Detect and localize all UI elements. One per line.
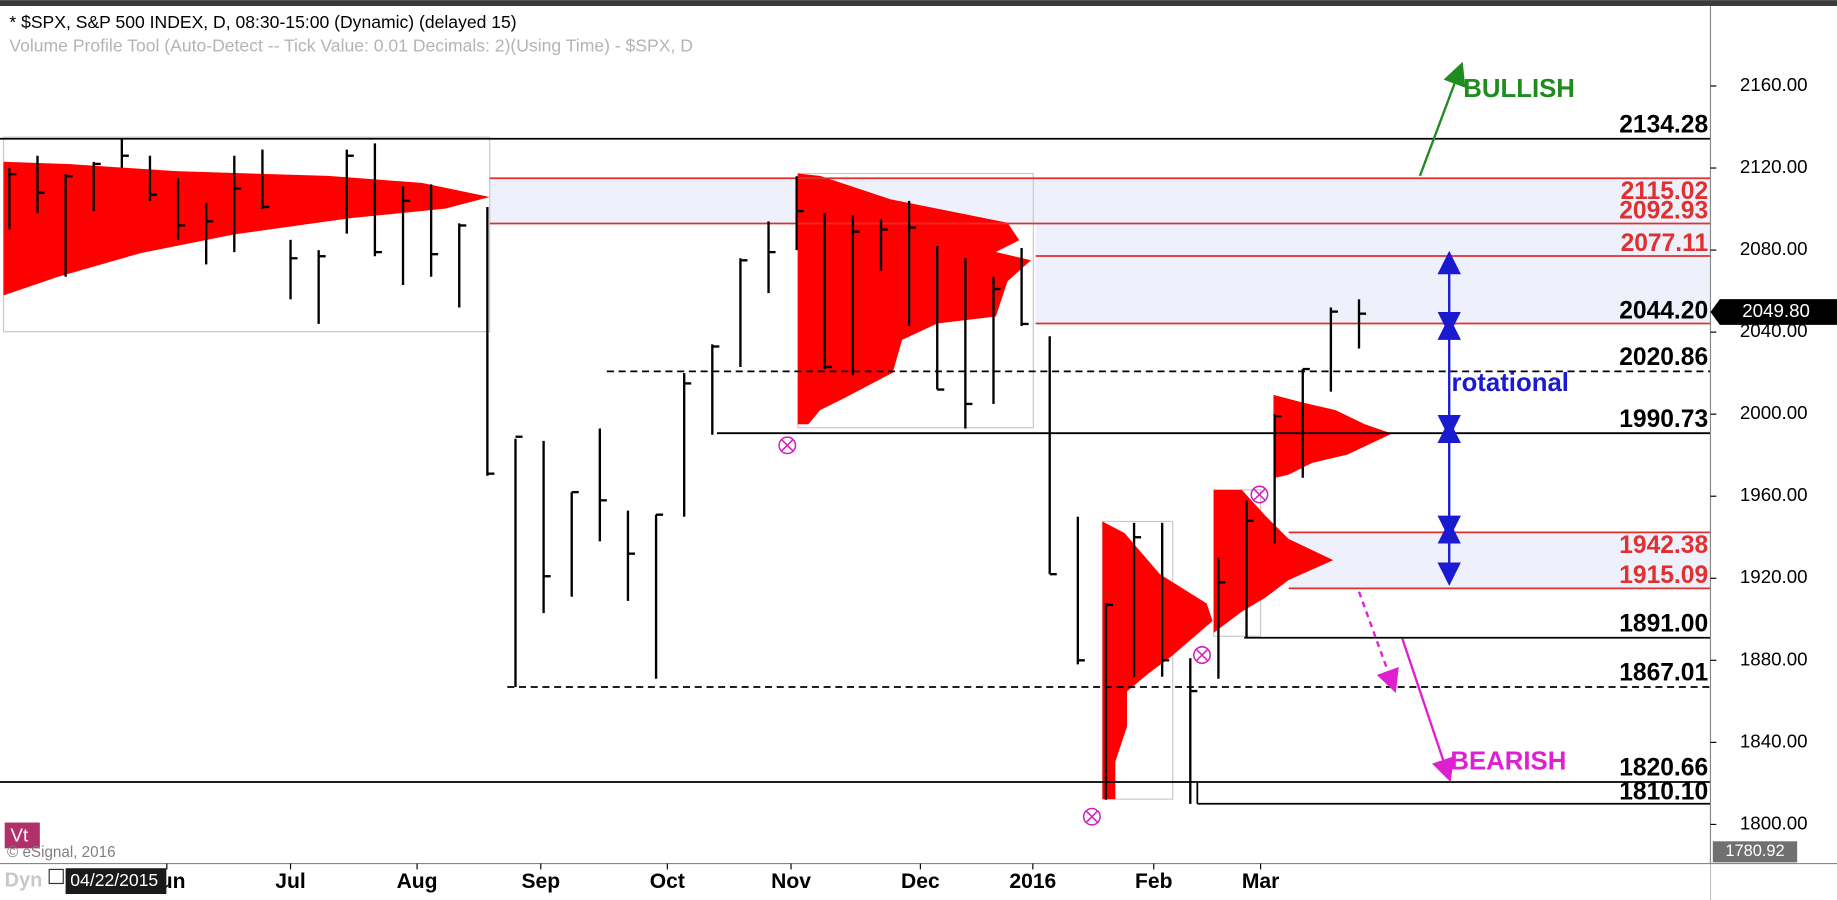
level-label: 2134.28 [1619,111,1708,138]
y-tick-label: 1800.00 [1740,812,1808,833]
cursor-date-box [65,868,167,895]
x-tick-label: Nov [771,870,811,893]
marker [778,436,797,455]
y-tick-label: 2080.00 [1740,238,1808,259]
marker [1193,646,1211,664]
x-tick-label: Dec [901,870,940,893]
y-tick-label: 1920.00 [1740,566,1808,587]
level-label: 1891.00 [1619,610,1708,637]
y-tick-label: 1880.00 [1740,648,1808,669]
x-tick-label: Feb [1135,870,1173,893]
zone [1035,223,1711,324]
dyn-label: Dyn [5,869,43,891]
bearish-arrow-dashed [1357,591,1399,693]
marker [1082,807,1101,826]
volume-profile [797,173,1031,425]
level-label: 1942.38 [1619,532,1708,559]
level-label: 1990.73 [1619,406,1708,433]
bottom-value-box [1712,841,1798,863]
zones [489,178,1711,589]
cursor-date: 04/22/2015 [70,870,158,890]
chart-subtitle: Volume Profile Tool (Auto-Detect -- Tick… [9,36,693,56]
y-tick-label: 2120.00 [1740,156,1808,177]
price-axis-panel [1710,5,1837,900]
copyright: © eSignal, 2016 [7,844,116,861]
bullish-label: BULLISH [1463,75,1575,103]
price-bars [8,139,1367,804]
level-label: 2077.11 [1621,230,1709,257]
zone [1288,532,1711,589]
last-price-label: 2049.80 [1742,300,1810,321]
chart-title: * $SPX, S&P 500 INDEX, D, 08:30-15:00 (D… [9,12,516,32]
level-label: 1867.01 [1619,660,1708,687]
y-tick-label: 2000.00 [1740,402,1808,423]
rotational-label: rotational [1452,369,1569,397]
x-tick-label: Mar [1242,870,1279,893]
y-tick-label: 1840.00 [1740,730,1808,751]
volume-profile [3,161,490,296]
x-tick-label: Jul [275,870,305,893]
volume-profile [1102,521,1213,800]
level-label: 2115.02 [1621,178,1709,205]
top-bar [0,0,1837,6]
x-tick-label: Oct [650,870,685,893]
level-label: 2020.86 [1619,344,1708,371]
y-tick-label: 1960.00 [1740,484,1808,505]
bullish-arrow [1418,61,1466,177]
bottom-value-label: 1780.92 [1725,842,1784,860]
volume-profile [1213,489,1334,633]
x-tick-label: Sep [521,870,560,893]
level-label: 2044.20 [1619,297,1708,324]
watermark: Vt [11,825,29,846]
watermark-box [4,822,40,849]
x-tick-label: Aug [397,870,438,893]
y-tick-label: 2160.00 [1740,74,1808,95]
last-price-box [1710,299,1837,325]
bearish-label: BEARISH [1450,748,1566,776]
marker [1250,485,1269,504]
level-label: 1915.09 [1619,562,1708,589]
level-label: 2092.93 [1619,197,1708,224]
bearish-arrow [1401,638,1455,783]
y-tick-label: 2040.00 [1740,320,1808,341]
ticks: 2160.00 2120.00 2080.00 2040.00 2000.00 1960.… [148,74,1837,893]
zone [489,178,1711,224]
x-tick-label: 2016 [1009,870,1056,893]
cursor-icon [48,868,64,885]
level-label: 1810.10 [1619,779,1708,806]
level-label: 1820.66 [1619,755,1708,782]
volume-profiles [2,136,1392,800]
time-axis-panel [0,863,1711,900]
markers [778,436,1269,826]
